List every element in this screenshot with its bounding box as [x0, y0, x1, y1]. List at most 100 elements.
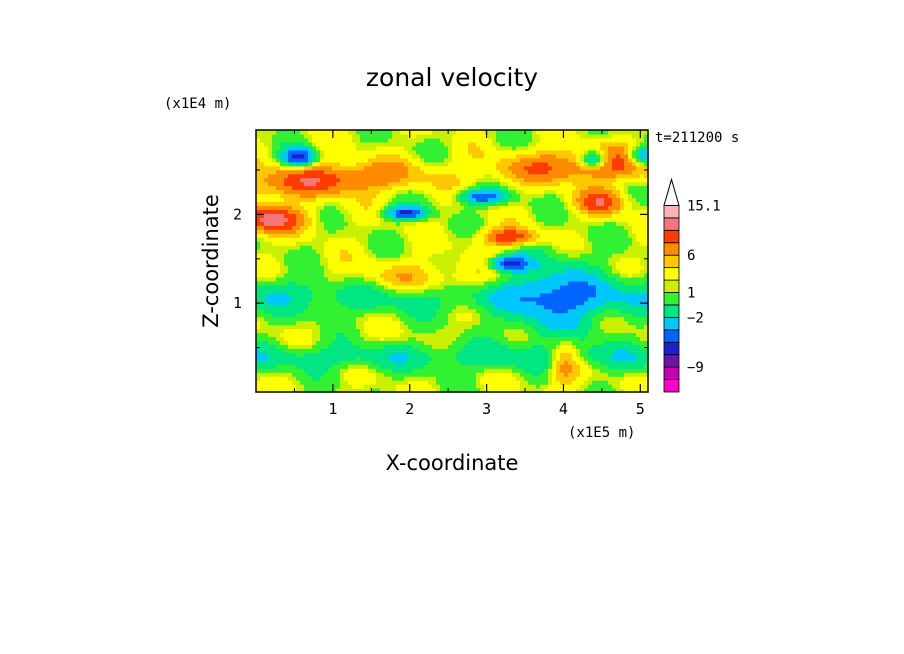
heatmap-cell [448, 197, 453, 203]
heatmap-cell [468, 257, 473, 262]
heatmap-cell [536, 312, 541, 318]
heatmap-cell [344, 376, 349, 381]
heatmap-cell [468, 264, 473, 270]
heatmap-cell [300, 324, 305, 330]
heatmap-cell [592, 388, 597, 393]
heatmap-cell [476, 233, 481, 238]
heatmap-cell [640, 221, 645, 226]
heatmap-cell [376, 360, 381, 365]
heatmap-cell [588, 296, 593, 302]
heatmap-cell [512, 340, 517, 345]
heatmap-cell [552, 276, 557, 282]
heatmap-cell [376, 217, 381, 222]
heatmap-cell [332, 364, 337, 369]
heatmap-cell [556, 217, 561, 222]
heatmap-cell [312, 372, 317, 377]
heatmap-cell [324, 356, 329, 361]
heatmap-cell [348, 300, 353, 306]
heatmap-cell [396, 257, 401, 262]
heatmap-cell [440, 197, 445, 203]
heatmap-cell [524, 344, 529, 349]
heatmap-cell [444, 364, 449, 369]
heatmap-cell [272, 217, 277, 222]
heatmap-cell [308, 384, 313, 389]
heatmap-cell [420, 280, 425, 286]
heatmap-cell [444, 344, 449, 349]
heatmap-cell [292, 205, 297, 210]
heatmap-cell [580, 272, 585, 278]
heatmap-cell [344, 360, 349, 365]
heatmap-cell [356, 328, 361, 334]
heatmap-cell [392, 253, 397, 258]
heatmap-cell [344, 276, 349, 282]
heatmap-cell [424, 237, 429, 242]
heatmap-cell [288, 300, 293, 306]
heatmap-cell [460, 225, 465, 230]
heatmap-cell [588, 221, 593, 226]
heatmap-cell [276, 229, 281, 234]
heatmap-cell [500, 245, 505, 250]
heatmap-cell [372, 221, 377, 226]
heatmap-cell [396, 209, 401, 214]
heatmap-cell [256, 304, 261, 310]
heatmap-cell [560, 352, 565, 357]
heatmap-cell [296, 268, 301, 274]
heatmap-cell [428, 284, 433, 290]
heatmap-cell [540, 253, 545, 258]
heatmap-cell [512, 360, 517, 365]
heatmap-cell [296, 300, 301, 306]
heatmap-cell [644, 320, 649, 326]
heatmap-cell [328, 201, 333, 207]
heatmap-cell [440, 268, 445, 274]
heatmap-cell [484, 356, 489, 361]
heatmap-cell [336, 312, 341, 318]
heatmap-cell [544, 388, 549, 393]
heatmap-cell [256, 280, 261, 286]
heatmap-cell [408, 348, 413, 353]
heatmap-cell [304, 189, 309, 195]
heatmap-cell [556, 380, 561, 385]
heatmap-cell [308, 245, 313, 250]
heatmap-cell [416, 304, 421, 310]
heatmap-cell [512, 364, 517, 369]
heatmap-cell [540, 340, 545, 345]
heatmap-cell [496, 280, 501, 286]
heatmap-cell [544, 372, 549, 377]
heatmap-cell [568, 340, 573, 345]
heatmap-cell [596, 257, 601, 262]
heatmap-cell [300, 316, 305, 322]
heatmap-cell [612, 217, 617, 222]
heatmap-cell [600, 380, 605, 385]
heatmap-cell [412, 241, 417, 246]
heatmap-cell [456, 316, 461, 322]
heatmap-cell [464, 284, 469, 290]
heatmap-cell [420, 376, 425, 381]
heatmap-cell [352, 388, 357, 393]
heatmap-cell [580, 384, 585, 389]
heatmap-cell [540, 217, 545, 222]
heatmap-cell [364, 324, 369, 330]
heatmap-cell [600, 201, 605, 207]
heatmap-cell [308, 225, 313, 230]
heatmap-cell [284, 360, 289, 365]
heatmap-cell [352, 261, 357, 266]
heatmap-cell [336, 304, 341, 310]
heatmap-cell [620, 209, 625, 214]
heatmap-cell [504, 189, 509, 195]
heatmap-cell [464, 241, 469, 246]
heatmap-cell [432, 328, 437, 334]
heatmap-cell [368, 380, 373, 385]
heatmap-cell [448, 344, 453, 349]
heatmap-cell [300, 372, 305, 377]
heatmap-cell [364, 253, 369, 258]
heatmap-cell [340, 364, 345, 369]
heatmap-cell [584, 324, 589, 330]
heatmap-cell [632, 280, 637, 286]
heatmap-cell [564, 237, 569, 242]
heatmap-cell [272, 376, 277, 381]
heatmap-cell [384, 264, 389, 270]
heatmap-cell [456, 300, 461, 306]
heatmap-cell [596, 356, 601, 361]
heatmap-cell [612, 328, 617, 334]
heatmap-cell [428, 344, 433, 349]
